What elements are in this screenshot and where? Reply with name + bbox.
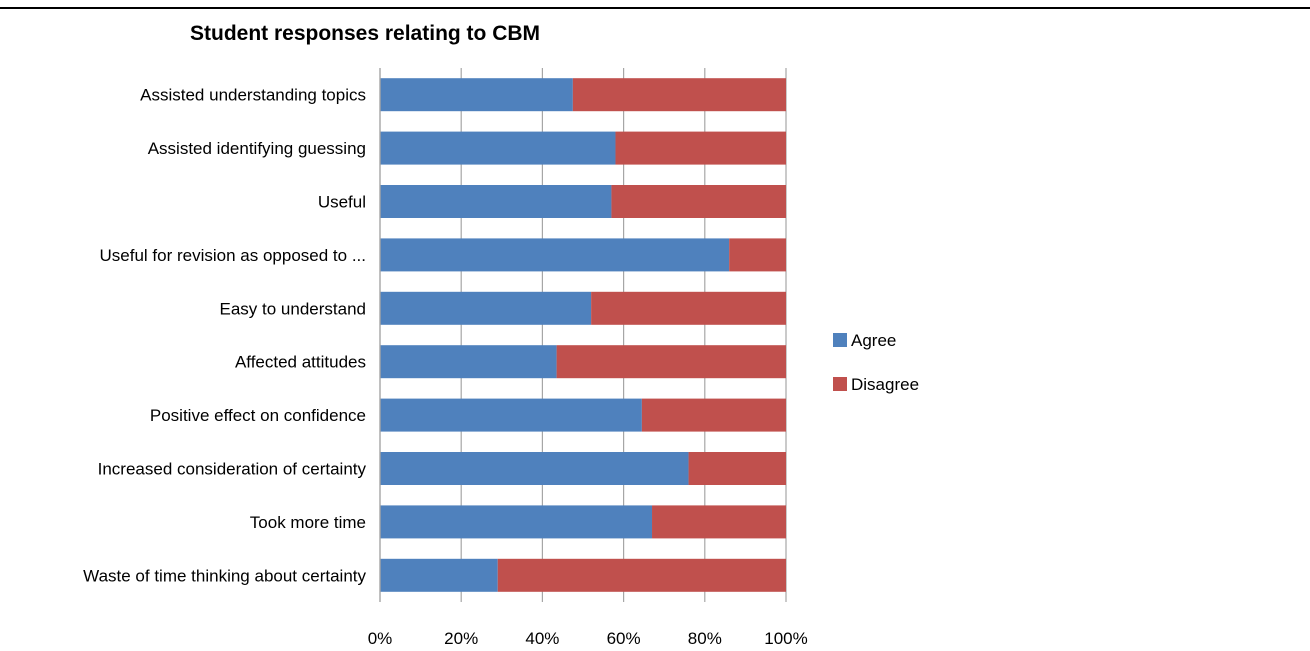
category-labels: Assisted understanding topics Assisted id… xyxy=(83,86,366,586)
x-tick-label: 60% xyxy=(607,629,641,648)
bar-disagree xyxy=(729,238,786,272)
bar-disagree xyxy=(641,398,786,432)
x-tick-labels: 0% 20% 40% 60% 80% 100% xyxy=(368,629,808,648)
bar-agree xyxy=(380,131,616,165)
bar-disagree xyxy=(556,345,786,379)
bar-disagree xyxy=(497,558,786,592)
category-label: Positive effect on confidence xyxy=(150,406,366,425)
bar-agree xyxy=(380,185,612,218)
bar-disagree xyxy=(591,291,786,325)
legend: Agree Disagree xyxy=(833,331,919,394)
bar-agree xyxy=(380,78,573,112)
legend-swatch xyxy=(833,377,847,391)
legend-label: Agree xyxy=(851,331,896,350)
bar-agree xyxy=(380,505,653,539)
category-label: Took more time xyxy=(250,513,366,532)
bar-disagree xyxy=(652,505,786,539)
bar-disagree xyxy=(572,78,786,112)
bar-agree xyxy=(380,558,498,592)
chart-title: Student responses relating to CBM xyxy=(190,22,540,45)
category-label: Waste of time thinking about certainty xyxy=(83,566,366,585)
bar-disagree xyxy=(615,131,786,165)
bar-disagree xyxy=(611,185,786,218)
bar-agree xyxy=(380,345,557,379)
bar-agree xyxy=(380,291,592,325)
bars xyxy=(380,78,786,592)
bar-agree xyxy=(380,452,689,485)
bar-agree xyxy=(380,238,730,272)
top-rule xyxy=(0,7,1310,9)
category-label: Assisted understanding topics xyxy=(140,86,366,105)
category-label: Affected attitudes xyxy=(235,353,366,372)
bar-agree xyxy=(380,398,642,432)
category-label: Assisted identifying guessing xyxy=(148,139,366,158)
category-label: Easy to understand xyxy=(220,299,366,318)
legend-label: Disagree xyxy=(851,375,919,394)
category-label: Increased consideration of certainty xyxy=(98,460,367,479)
x-tick-label: 40% xyxy=(525,629,559,648)
x-tick-label: 100% xyxy=(764,629,807,648)
category-label: Useful for revision as opposed to ... xyxy=(100,246,366,265)
bar-disagree xyxy=(688,452,786,485)
x-tick-label: 0% xyxy=(368,629,393,648)
legend-swatch xyxy=(833,333,847,347)
category-label: Useful xyxy=(318,193,366,212)
x-tick-label: 80% xyxy=(688,629,722,648)
x-tick-label: 20% xyxy=(444,629,478,648)
